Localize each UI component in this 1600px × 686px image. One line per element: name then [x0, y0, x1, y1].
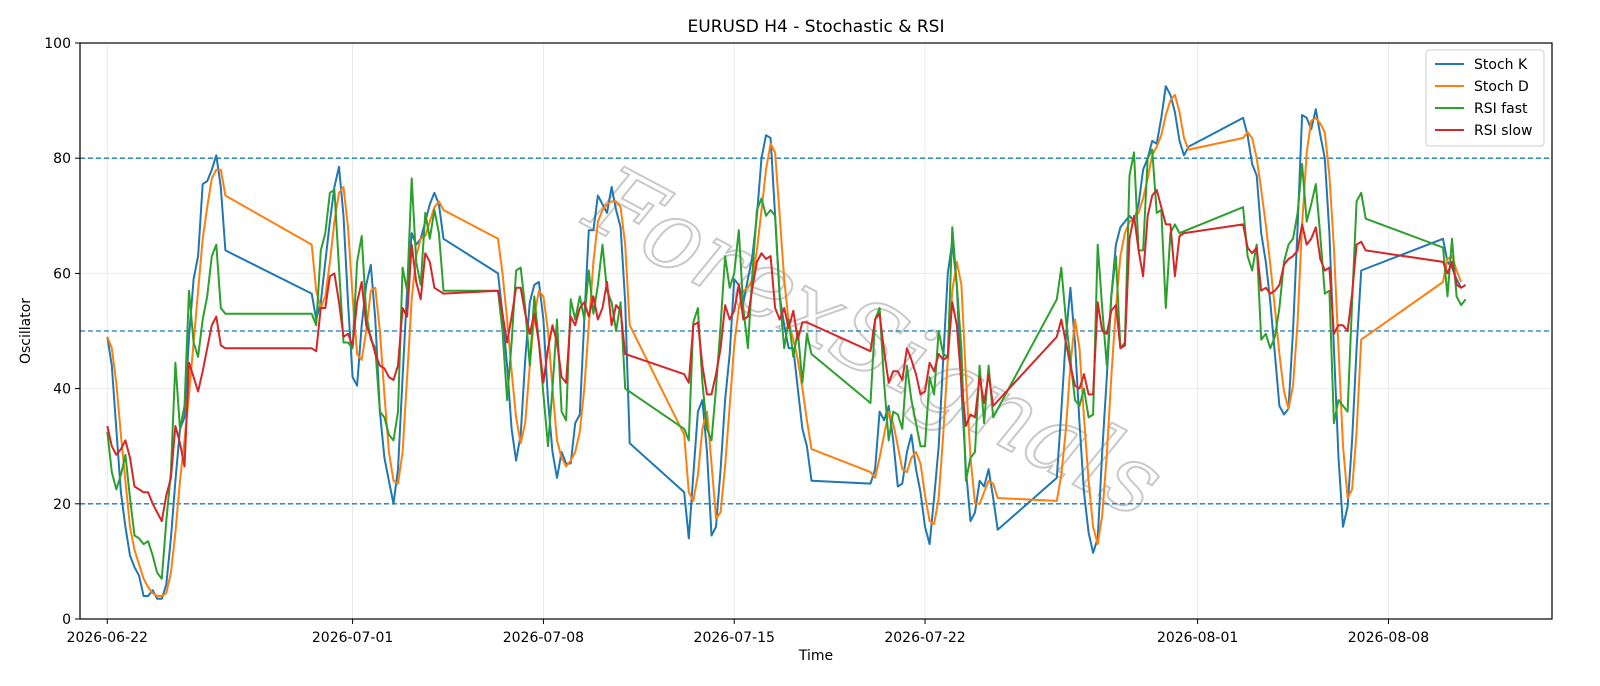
x-tick-label: 2026-06-22: [67, 630, 148, 646]
legend-label-stoch-d: Stoch D: [1474, 79, 1529, 95]
x-tick-label: 2026-07-08: [503, 630, 584, 646]
legend-label-rsi-fast: RSI fast: [1474, 101, 1528, 117]
x-tick-label: 2026-08-08: [1348, 630, 1429, 646]
y-tick-label: 40: [53, 382, 71, 398]
x-tick-label: 2026-07-01: [312, 630, 393, 646]
x-tick-label: 2026-07-22: [884, 630, 965, 646]
y-tick-label: 80: [53, 151, 71, 167]
series-line-rsi-slow: [106, 188, 1467, 523]
chart-title: EURUSD H4 - Stochastic & RSI: [688, 17, 945, 37]
x-tick-label: 2026-08-01: [1157, 630, 1238, 646]
legend-box: [1425, 49, 1545, 147]
legend-label-rsi-slow: RSI slow: [1474, 123, 1532, 139]
y-tick-label: 0: [62, 612, 71, 628]
series-line-rsi-fast: [106, 148, 1467, 580]
plot-area-frame: [79, 42, 1553, 620]
series-lines: [106, 85, 1467, 600]
legend: Stoch K Stoch D RSI fast RSI slow: [1425, 49, 1545, 147]
legend-label-stoch-k: Stoch K: [1474, 57, 1528, 73]
x-tick-label: 2026-07-15: [694, 630, 775, 646]
y-tick-label: 20: [53, 497, 71, 513]
series-line-stoch-d: [106, 93, 1463, 597]
y-tick-label: 100: [44, 36, 71, 52]
y-axis: 0 20 40 60 80 100: [44, 36, 80, 628]
x-axis: 2026-06-22 2026-07-01 2026-07-08 2026-07-15…: [67, 619, 1429, 646]
y-axis-label: Oscillator: [18, 298, 34, 364]
y-tick-label: 60: [53, 266, 71, 282]
x-axis-label: Time: [798, 648, 833, 664]
